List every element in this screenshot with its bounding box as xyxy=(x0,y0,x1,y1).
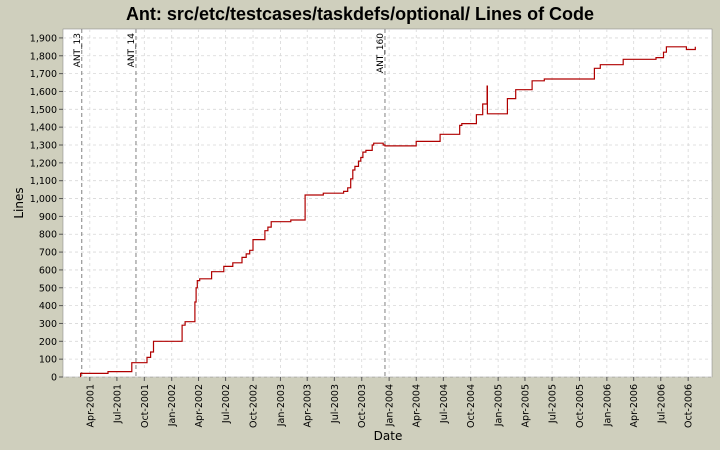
y-tick-label: 700 xyxy=(39,248,57,259)
loc-series-line xyxy=(79,46,696,377)
y-tick-label: 400 xyxy=(39,301,57,312)
x-tick-label: Jul-2005 xyxy=(548,384,559,424)
y-tick-label: 1,200 xyxy=(30,158,57,169)
release-marker-label: ANT_160 xyxy=(376,33,386,73)
x-tick-label: Jan-2005 xyxy=(494,384,505,427)
grid-lines xyxy=(63,29,712,378)
x-axis: Apr-2001 Jul-2001 Oct-2001 Jan-2002 Apr-2002… xyxy=(85,377,695,428)
x-axis-label: Date xyxy=(374,429,403,443)
x-tick-label: Jan-2002 xyxy=(167,384,178,427)
y-axis: 0 100 200 300 400 500 600 700 800 900 1,000 1,100 1,… xyxy=(30,33,63,384)
x-tick-label: Apr-2005 xyxy=(520,384,531,427)
x-tick-label: Jan-2004 xyxy=(385,384,396,427)
y-tick-label: 1,100 xyxy=(30,176,57,187)
release-markers: ANT_13 ANT_14 ANT_160 xyxy=(73,29,386,377)
y-tick-label: 600 xyxy=(39,265,57,276)
y-tick-label: 1,700 xyxy=(30,69,57,80)
release-marker-label: ANT_13 xyxy=(73,33,83,67)
y-tick-label: 500 xyxy=(39,283,57,294)
y-tick-label: 1,500 xyxy=(30,105,57,116)
y-tick-label: 900 xyxy=(39,212,57,223)
y-tick-label: 0 xyxy=(51,373,57,384)
x-tick-label: Apr-2003 xyxy=(303,384,314,427)
y-tick-label: 1,400 xyxy=(30,123,57,134)
x-tick-label: Jul-2003 xyxy=(330,384,341,424)
x-tick-label: Jul-2001 xyxy=(112,384,123,424)
x-tick-label: Oct-2005 xyxy=(575,384,586,428)
y-tick-label: 1,600 xyxy=(30,87,57,98)
release-marker-label: ANT_14 xyxy=(127,33,137,68)
x-tick-label: Apr-2002 xyxy=(194,384,205,427)
x-tick-label: Jul-2002 xyxy=(221,384,232,424)
x-tick-label: Apr-2004 xyxy=(412,384,423,427)
y-tick-label: 200 xyxy=(39,337,57,348)
plot-area xyxy=(62,28,713,378)
y-tick-label: 800 xyxy=(39,230,57,241)
series-layer xyxy=(79,46,696,377)
x-tick-label: Oct-2001 xyxy=(140,384,151,428)
y-tick-label: 1,300 xyxy=(30,141,57,152)
y-tick-label: 100 xyxy=(39,355,57,366)
x-tick-label: Jan-2006 xyxy=(602,384,613,427)
y-axis-label: Lines xyxy=(12,187,26,218)
y-tick-label: 1,900 xyxy=(30,33,57,44)
y-tick-label: 1,800 xyxy=(30,51,57,62)
x-tick-label: Oct-2002 xyxy=(249,384,260,428)
y-tick-label: 300 xyxy=(39,319,57,330)
x-tick-label: Jul-2004 xyxy=(439,384,450,424)
chart-title: Ant: src/etc/testcases/taskdefs/optional… xyxy=(126,4,594,24)
x-tick-label: Oct-2006 xyxy=(684,384,695,428)
x-tick-label: Jan-2003 xyxy=(276,384,287,427)
x-tick-label: Oct-2003 xyxy=(357,384,368,428)
x-tick-label: Apr-2001 xyxy=(85,384,96,427)
x-tick-label: Jul-2006 xyxy=(656,384,667,424)
y-tick-label: 1,000 xyxy=(30,194,57,205)
x-tick-label: Oct-2004 xyxy=(466,384,477,428)
x-tick-label: Apr-2006 xyxy=(629,384,640,427)
